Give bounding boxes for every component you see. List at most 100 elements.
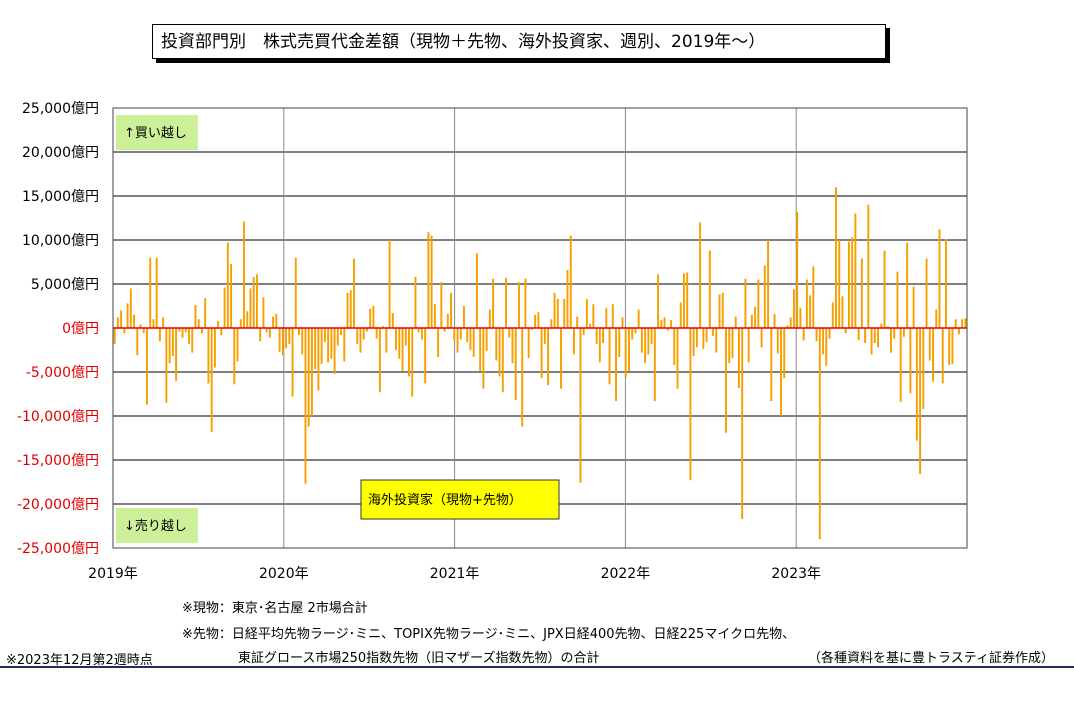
x-tick-label: 2023年 [771, 566, 821, 582]
bar [365, 328, 368, 332]
bar [860, 258, 863, 328]
bar [767, 240, 770, 328]
bar [566, 269, 569, 328]
x-tick-label: 2020年 [259, 566, 309, 582]
bar [708, 250, 711, 328]
bar [682, 273, 685, 328]
bar [330, 328, 333, 359]
bar [162, 317, 165, 328]
bar [605, 307, 608, 328]
bar [731, 328, 734, 358]
bar [446, 313, 449, 328]
bar [466, 328, 469, 343]
bar [896, 271, 899, 328]
bar [430, 235, 433, 328]
bar [126, 303, 129, 328]
bar [631, 328, 634, 340]
bar [925, 258, 928, 328]
y-tick-label: -20,000億円 [17, 497, 99, 513]
bar [181, 328, 184, 338]
bar [734, 316, 737, 328]
bar [912, 286, 915, 328]
bar [964, 318, 967, 328]
bar [627, 328, 630, 372]
bar [780, 328, 782, 416]
bar [640, 328, 643, 353]
bar [611, 304, 614, 328]
bar [210, 328, 213, 432]
note-genbutsu: ※現物：東京･名古屋 2市場合計 [182, 601, 368, 616]
bar [915, 328, 918, 441]
bar [255, 274, 258, 328]
bar [343, 328, 346, 362]
bar [831, 302, 834, 328]
bar [142, 328, 145, 334]
bar [530, 328, 533, 330]
bar [880, 323, 883, 328]
bar [518, 282, 520, 328]
bar [737, 328, 740, 388]
bar [158, 328, 161, 342]
bar [773, 313, 776, 328]
bar [592, 304, 595, 328]
bar [492, 278, 495, 328]
series-label-box [360, 479, 560, 520]
bar [469, 328, 472, 350]
note-as-of: ※2023年12月第2週時点 [6, 653, 153, 668]
bar [576, 316, 579, 328]
bar [362, 328, 365, 340]
bar [679, 302, 682, 328]
bar [699, 222, 702, 328]
bar [598, 328, 601, 363]
bar [873, 328, 876, 343]
bar [281, 328, 284, 356]
bar [417, 328, 420, 333]
bar [556, 298, 559, 328]
bar [954, 319, 957, 328]
bar [835, 187, 837, 328]
bar [676, 328, 679, 389]
bar [320, 328, 323, 365]
bar [569, 235, 572, 328]
bar [728, 328, 731, 364]
bar [463, 306, 465, 328]
bar [902, 328, 905, 337]
bar [453, 328, 456, 341]
bar [547, 328, 550, 386]
bar [883, 250, 886, 328]
bar [511, 328, 514, 364]
y-tick-label: 5,000億円 [31, 277, 99, 293]
bar [841, 296, 844, 328]
bar [356, 328, 359, 344]
bar [388, 240, 391, 328]
bar [323, 328, 326, 343]
bar [443, 328, 446, 332]
bar [695, 328, 698, 348]
bar [867, 204, 870, 328]
bar [725, 328, 727, 433]
bar [825, 328, 828, 366]
bar [395, 328, 398, 350]
bar [938, 229, 941, 328]
bar [763, 265, 766, 328]
bar [508, 328, 511, 338]
bar [847, 241, 850, 328]
y-axis-tick-labels: 25,000億円 20,000億円 15,000億円 10,000億円 5,000億円 0… [17, 101, 99, 557]
bar [796, 211, 799, 328]
bar [579, 328, 582, 483]
bar [589, 323, 592, 328]
bar [870, 328, 873, 355]
bar [404, 328, 407, 346]
bar [233, 328, 236, 385]
bar [783, 328, 786, 379]
y-tick-label: -25,000億円 [17, 541, 99, 557]
bar [799, 307, 802, 328]
bar [304, 328, 307, 484]
bar [129, 288, 132, 328]
buy-annotation: ↑買い越し [124, 126, 187, 141]
bar [527, 328, 530, 358]
bar [666, 328, 669, 331]
bar [906, 242, 909, 328]
y-tick-label: -15,000億円 [17, 453, 99, 469]
